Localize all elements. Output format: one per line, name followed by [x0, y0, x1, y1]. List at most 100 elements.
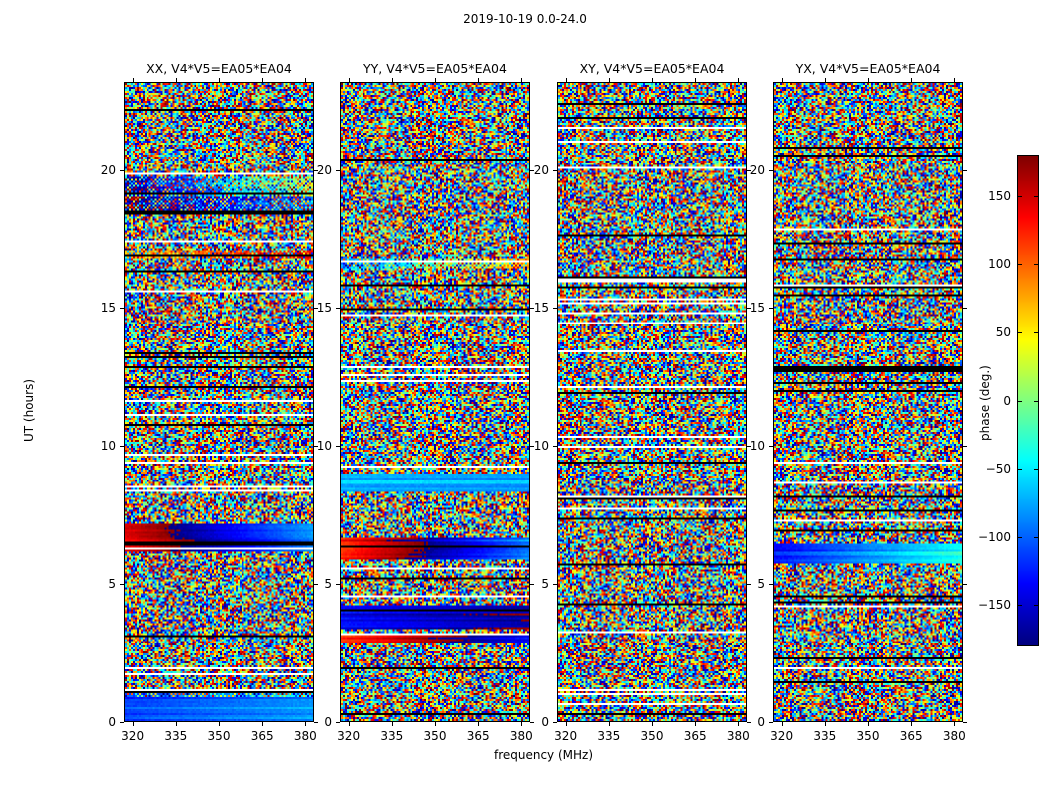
colorbar-tick--150: [1034, 605, 1039, 607]
x-tick-label-335: 335: [813, 729, 837, 743]
x-tick-top-335: [391, 78, 393, 82]
x-tick-label-350: 350: [423, 729, 447, 743]
panel-xy[interactable]: XY, V4*V5=EA05*EA04 320 335 350 365 380 0 5 10 15…: [534, 61, 751, 743]
x-tick-label-365: 365: [683, 729, 707, 743]
y-tick-right-20: [314, 170, 318, 172]
panel-axes-xx: [124, 82, 314, 722]
y-tick-right-5: [530, 584, 534, 586]
y-tick-10: [120, 446, 124, 448]
y-tick-right-0: [530, 722, 534, 723]
y-tick-20: [769, 170, 773, 172]
x-tick-320: [565, 722, 567, 726]
x-tick-top-350: [868, 78, 869, 82]
colorbar-tick-label--150: −150: [978, 598, 1011, 613]
x-tick-350: [435, 722, 436, 726]
y-tick-label-0: 0: [541, 715, 549, 729]
x-tick-top-365: [695, 78, 697, 82]
y-tick-right-15: [530, 308, 534, 310]
y-tick-right-20: [747, 170, 751, 172]
panel-title-yx: YX, V4*V5=EA05*EA04: [795, 61, 941, 76]
x-tick-top-365: [262, 78, 264, 82]
panel-yx[interactable]: YX, V4*V5=EA05*EA04 320 335 350 365 380 0 5 10 15…: [750, 61, 967, 743]
x-tick-350: [652, 722, 653, 726]
x-tick-top-320: [781, 78, 783, 82]
y-tick-label-5: 5: [324, 577, 332, 592]
x-tick-350: [868, 722, 869, 726]
x-tick-top-350: [652, 78, 653, 82]
y-tick-right-15: [963, 308, 967, 310]
panel-axes-yx: [773, 82, 963, 722]
y-tick-label-20: 20: [749, 163, 765, 178]
panel-title-xx: XX, V4*V5=EA05*EA04: [146, 61, 292, 76]
x-tick-top-380: [954, 78, 956, 82]
y-tick-label-20: 20: [533, 163, 549, 178]
y-tick-right-15: [314, 308, 318, 310]
y-tick-label-0: 0: [324, 715, 332, 729]
waterfall-image-yx: [774, 83, 962, 721]
colorbar-tick-0: [1034, 400, 1039, 402]
x-tick-top-320: [132, 78, 134, 82]
waterfall-image-xx: [125, 83, 313, 721]
y-tick-15: [553, 308, 557, 310]
x-tick-380: [738, 722, 740, 726]
x-tick-365: [695, 722, 697, 726]
x-tick-label-335: 335: [164, 729, 188, 743]
x-tick-365: [911, 722, 913, 726]
x-tick-label-350: 350: [856, 729, 880, 743]
x-tick-top-365: [911, 78, 913, 82]
x-tick-top-320: [348, 78, 350, 82]
y-tick-label-15: 15: [749, 301, 765, 316]
colorbar-tick-left-150: [1017, 195, 1022, 197]
x-tick-label-320: 320: [770, 729, 794, 743]
panel-title-yy: YY, V4*V5=EA05*EA04: [363, 61, 507, 76]
x-tick-350: [219, 722, 220, 726]
y-tick-right-10: [314, 446, 318, 448]
colorbar-tick-label--50: −50: [985, 461, 1011, 476]
y-tick-0: [553, 722, 557, 723]
y-tick-5: [336, 584, 340, 586]
colorbar-tick-left-50: [1017, 332, 1022, 334]
y-tick-label-10: 10: [749, 439, 765, 454]
y-tick-label-10: 10: [316, 439, 332, 454]
y-tick-label-5: 5: [541, 577, 549, 592]
y-tick-label-10: 10: [100, 439, 116, 454]
x-tick-380: [305, 722, 307, 726]
y-tick-15: [336, 308, 340, 310]
x-tick-top-320: [565, 78, 567, 82]
y-tick-20: [120, 170, 124, 172]
colorbar-tick-left--50: [1017, 468, 1022, 470]
panel-xx[interactable]: XX, V4*V5=EA05*EA04 320 335 350 365 380 0 5 10 15…: [101, 61, 318, 743]
y-tick-5: [553, 584, 557, 586]
y-tick-right-5: [314, 584, 318, 586]
colorbar[interactable]: 150 100 50 0 −50 −100 −150: [978, 155, 1039, 646]
y-tick-right-15: [747, 308, 751, 310]
y-tick-10: [336, 446, 340, 448]
x-tick-label-380: 380: [509, 729, 533, 743]
x-tick-top-380: [521, 78, 523, 82]
x-tick-label-380: 380: [726, 729, 750, 743]
x-tick-top-335: [175, 78, 177, 82]
y-tick-right-0: [963, 722, 967, 723]
y-tick-0: [769, 722, 773, 723]
y-tick-right-0: [747, 722, 751, 723]
x-tick-label-365: 365: [466, 729, 490, 743]
x-tick-320: [348, 722, 350, 726]
colorbar-tick-label-100: 100: [988, 257, 1011, 272]
x-tick-label-365: 365: [899, 729, 923, 743]
colorbar-tick-label-0: 0: [1003, 393, 1011, 408]
y-tick-label-20: 20: [316, 163, 332, 178]
y-tick-label-15: 15: [100, 301, 116, 316]
x-tick-top-350: [219, 78, 220, 82]
colorbar-tick--100: [1034, 536, 1039, 538]
colorbar-tick--50: [1034, 468, 1039, 470]
panel-yy[interactable]: YY, V4*V5=EA05*EA04 320 335 350 365 380 0 5 10 15…: [317, 61, 534, 743]
colorbar-tick-50: [1034, 332, 1039, 334]
x-tick-top-365: [478, 78, 480, 82]
x-tick-label-350: 350: [207, 729, 231, 743]
colorbar-tick-100: [1034, 264, 1039, 266]
y-tick-label-15: 15: [533, 301, 549, 316]
y-tick-10: [769, 446, 773, 448]
x-tick-label-380: 380: [293, 729, 317, 743]
colorbar-tick-left--150: [1017, 605, 1022, 607]
x-tick-335: [391, 722, 393, 726]
